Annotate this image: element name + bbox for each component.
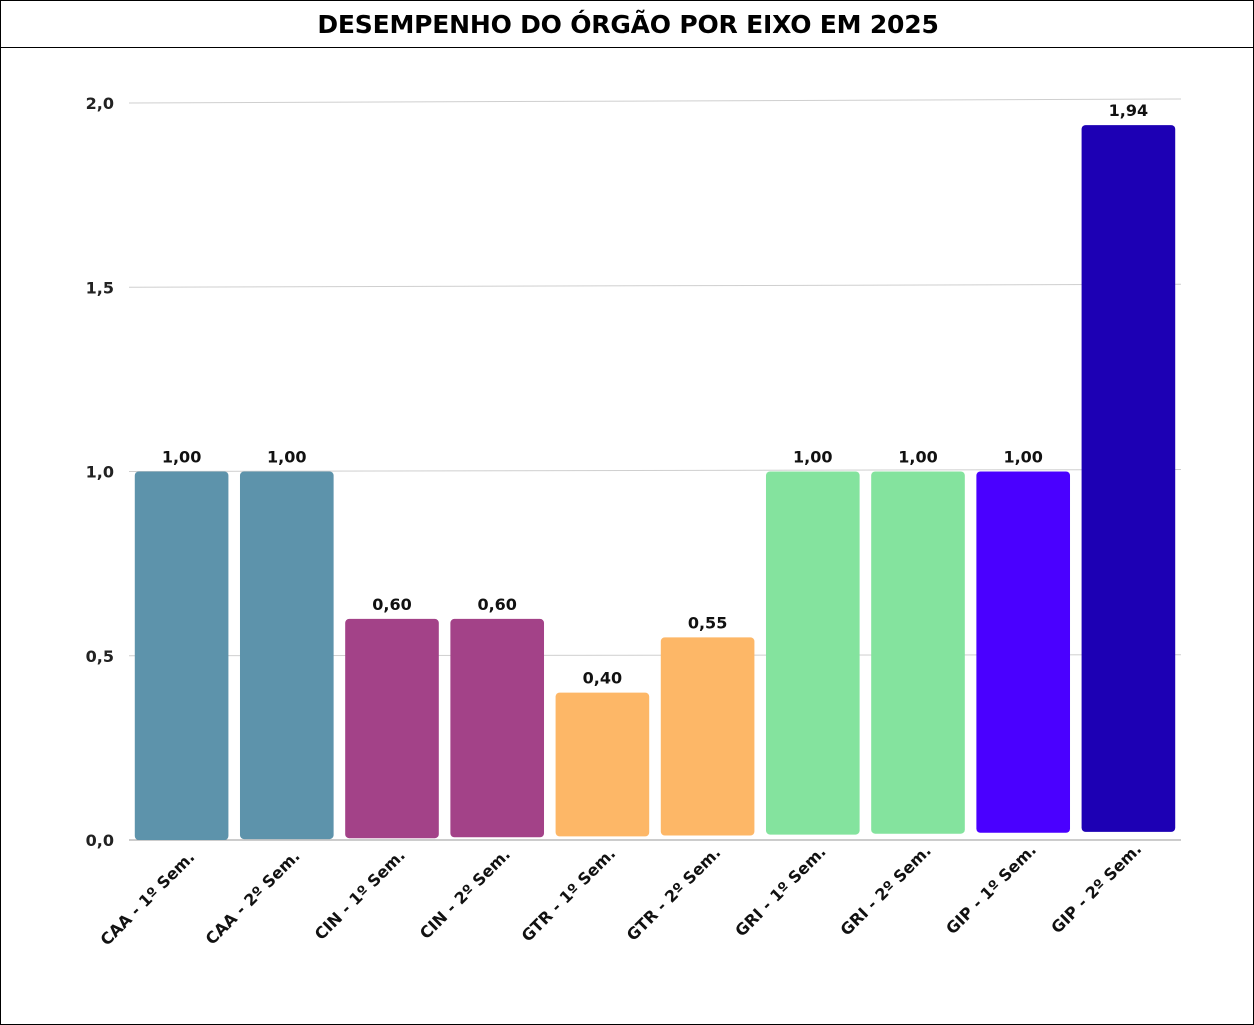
value-label: 0,40 (583, 669, 622, 688)
x-tick-label: GRI - 2º Sem. (837, 841, 935, 939)
bar (1081, 125, 1176, 832)
gridline (128, 98, 1182, 104)
gridline (128, 469, 1182, 472)
y-tick-label: 0,0 (86, 831, 114, 850)
bar (450, 618, 545, 838)
title-row: DESEMPENHO DO ÓRGÃO POR EIXO EM 2025 (1, 1, 1253, 48)
bar-chart: 0,0 0,5 1,0 1,5 2,0 1,00 1,00 0,60 0,60 0,40 0,55… (86, 94, 1182, 949)
y-tick-label: 1,0 (86, 463, 114, 482)
y-axis-ticks: 0,0 0,5 1,0 1,5 2,0 (86, 94, 114, 850)
bar (660, 637, 755, 836)
value-label: 0,60 (372, 595, 411, 614)
value-label: 0,60 (477, 595, 516, 614)
bar (345, 618, 439, 839)
x-tick-label: GIP - 2º Sem. (1047, 839, 1145, 937)
bar (871, 471, 965, 834)
value-label: 1,00 (898, 448, 937, 467)
gridline (128, 283, 1182, 288)
y-tick-label: 0,5 (86, 647, 114, 666)
x-tick-label: CAA - 2º Sem. (202, 846, 304, 948)
x-tick-label: GRI - 1º Sem. (731, 842, 829, 940)
value-label: 0,55 (688, 613, 727, 632)
chart-title: DESEMPENHO DO ÓRGÃO POR EIXO EM 2025 (317, 9, 939, 39)
x-tick-label: CIN - 1º Sem. (311, 846, 409, 944)
x-tick-label: GTR - 2º Sem. (623, 843, 725, 945)
bars (134, 125, 1176, 840)
value-label: 1,00 (267, 448, 306, 467)
y-tick-label: 2,0 (86, 94, 114, 113)
value-label: 1,00 (1003, 448, 1042, 467)
y-tick-label: 1,5 (86, 278, 114, 297)
value-label: 1,00 (793, 448, 832, 467)
x-tick-label: GIP - 1º Sem. (942, 840, 1040, 938)
x-axis-labels: CAA - 1º Sem. CAA - 2º Sem. CIN - 1º Sem. C… (97, 839, 1146, 949)
value-labels: 1,00 1,00 0,60 0,60 0,40 0,55 1,00 1,00 1,00 1,94 (162, 101, 1148, 687)
x-tick-label: CAA - 1º Sem. (97, 847, 199, 949)
bar (239, 471, 334, 840)
bar (134, 471, 229, 840)
bar (976, 471, 1071, 833)
bar (555, 692, 650, 837)
bar (765, 471, 860, 835)
x-tick-label: GTR - 1º Sem. (518, 844, 620, 946)
value-label: 1,00 (162, 448, 201, 467)
value-label: 1,94 (1109, 101, 1148, 120)
x-tick-label: CIN - 2º Sem. (416, 845, 514, 943)
